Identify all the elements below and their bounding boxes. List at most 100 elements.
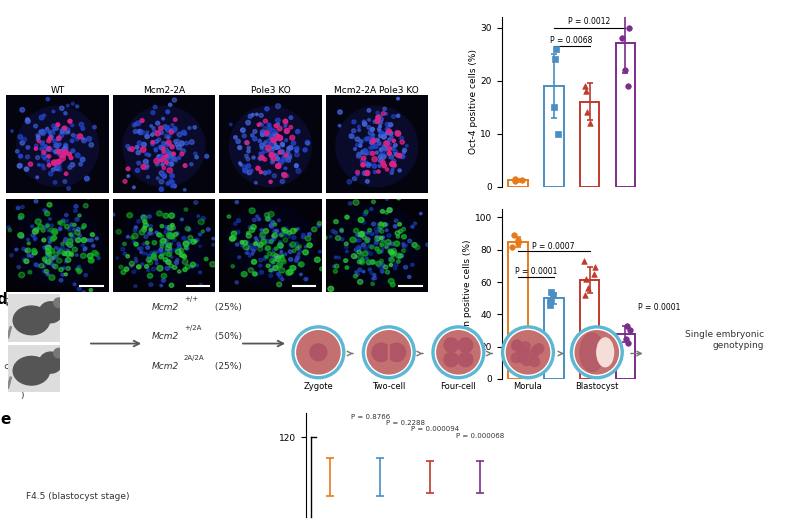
Circle shape — [378, 224, 384, 228]
Circle shape — [18, 164, 22, 168]
Circle shape — [46, 250, 51, 255]
Circle shape — [265, 107, 269, 111]
Circle shape — [78, 266, 81, 268]
Circle shape — [389, 123, 393, 127]
Circle shape — [151, 267, 156, 271]
Circle shape — [357, 154, 361, 158]
Circle shape — [570, 326, 623, 379]
Circle shape — [362, 270, 365, 273]
Circle shape — [247, 170, 252, 175]
Point — [515, 176, 528, 184]
Circle shape — [358, 232, 364, 237]
Circle shape — [370, 272, 373, 275]
Circle shape — [356, 248, 359, 250]
Circle shape — [59, 154, 63, 157]
Circle shape — [146, 241, 149, 244]
Circle shape — [22, 137, 26, 142]
Circle shape — [278, 160, 283, 164]
Circle shape — [63, 253, 66, 256]
Text: P = 0.0012: P = 0.0012 — [569, 17, 610, 26]
Circle shape — [76, 105, 78, 108]
Point — [511, 236, 524, 244]
Circle shape — [262, 152, 265, 154]
Circle shape — [16, 206, 20, 210]
Circle shape — [367, 238, 370, 241]
Circle shape — [61, 242, 64, 245]
Circle shape — [190, 163, 193, 166]
Text: Mcm2: Mcm2 — [152, 362, 179, 371]
Circle shape — [387, 343, 406, 361]
Circle shape — [393, 149, 398, 154]
Circle shape — [378, 228, 382, 231]
Circle shape — [271, 235, 274, 237]
Circle shape — [279, 268, 285, 273]
Circle shape — [274, 254, 278, 258]
Circle shape — [380, 150, 385, 155]
Circle shape — [162, 278, 166, 282]
Circle shape — [187, 241, 190, 243]
Circle shape — [308, 233, 311, 236]
Circle shape — [134, 295, 139, 299]
Circle shape — [158, 130, 163, 134]
Circle shape — [285, 130, 288, 134]
Circle shape — [148, 215, 151, 218]
Circle shape — [48, 241, 51, 243]
Circle shape — [76, 138, 78, 141]
Circle shape — [234, 222, 237, 225]
Circle shape — [246, 241, 250, 244]
Circle shape — [168, 154, 171, 157]
Circle shape — [368, 268, 371, 271]
Circle shape — [178, 156, 181, 160]
Circle shape — [39, 132, 42, 135]
Circle shape — [430, 143, 434, 146]
Circle shape — [162, 118, 165, 120]
Circle shape — [95, 237, 98, 240]
Circle shape — [265, 255, 268, 259]
Circle shape — [272, 255, 276, 259]
Circle shape — [387, 243, 390, 246]
Circle shape — [121, 248, 125, 251]
Circle shape — [346, 250, 348, 253]
Circle shape — [382, 236, 385, 238]
Circle shape — [186, 264, 190, 269]
Circle shape — [398, 169, 402, 172]
Circle shape — [166, 267, 169, 270]
Circle shape — [278, 219, 280, 222]
Circle shape — [166, 110, 170, 113]
Circle shape — [166, 226, 170, 229]
Circle shape — [54, 127, 58, 130]
Circle shape — [204, 257, 208, 261]
Circle shape — [61, 153, 66, 158]
Circle shape — [132, 270, 136, 273]
Circle shape — [414, 222, 417, 225]
Circle shape — [340, 230, 343, 233]
Circle shape — [380, 268, 383, 271]
Circle shape — [78, 214, 81, 217]
Circle shape — [155, 139, 158, 143]
Circle shape — [390, 242, 394, 245]
Circle shape — [58, 143, 62, 146]
Bar — [615, 334, 635, 379]
Circle shape — [185, 142, 189, 145]
Circle shape — [66, 128, 70, 132]
Circle shape — [82, 138, 86, 143]
Circle shape — [28, 162, 33, 166]
Circle shape — [58, 227, 62, 230]
Point — [588, 263, 601, 272]
Circle shape — [127, 175, 130, 178]
Circle shape — [424, 189, 428, 193]
Circle shape — [381, 160, 385, 165]
Text: (50%): (50%) — [212, 332, 242, 341]
Circle shape — [46, 256, 48, 259]
Circle shape — [299, 273, 302, 276]
Circle shape — [378, 143, 381, 146]
Circle shape — [294, 164, 298, 167]
Circle shape — [130, 236, 134, 239]
Circle shape — [254, 181, 258, 184]
Circle shape — [177, 145, 182, 149]
Circle shape — [36, 138, 39, 140]
Circle shape — [236, 231, 240, 234]
Circle shape — [363, 246, 367, 250]
Circle shape — [377, 170, 380, 173]
Circle shape — [164, 231, 168, 234]
